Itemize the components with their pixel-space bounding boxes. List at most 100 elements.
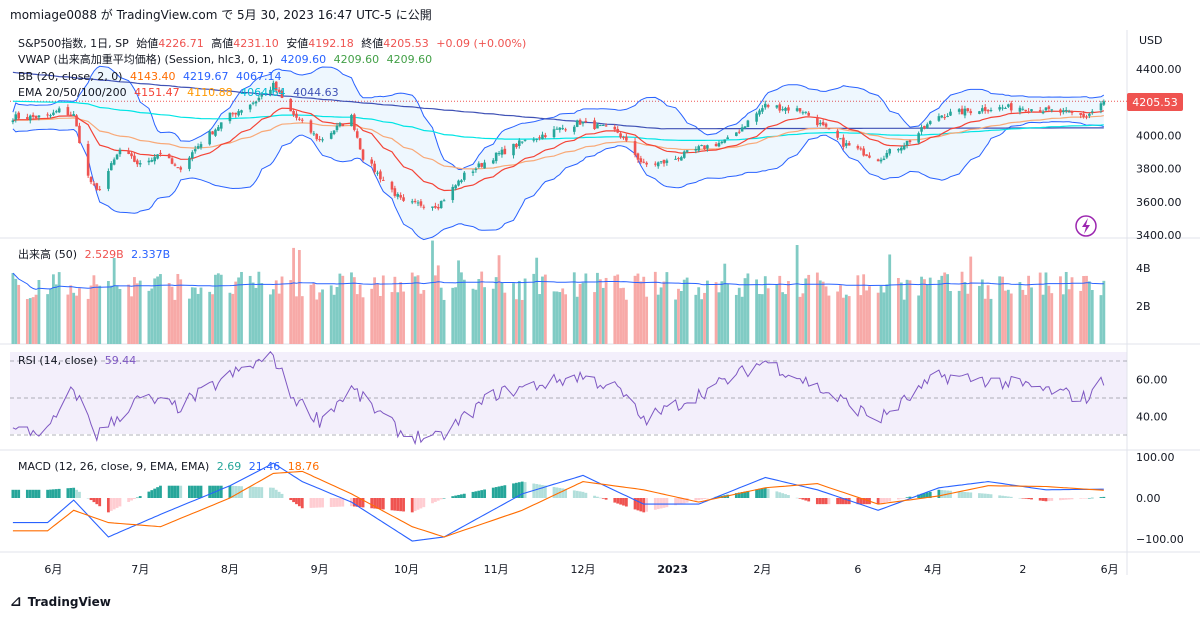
macd-hist-bar: [639, 498, 643, 512]
candle-body: [541, 134, 544, 140]
candle: [86, 140, 90, 179]
candle: [966, 107, 970, 113]
macd-hist-bar: [494, 487, 498, 498]
macd-hist-bar: [156, 487, 159, 498]
candle-body: [1038, 110, 1042, 113]
macd-hist-bar: [677, 498, 680, 505]
candle: [523, 139, 527, 142]
volume-bar: [211, 294, 214, 344]
candle-body: [989, 109, 993, 111]
volume-bar: [135, 283, 139, 344]
macd-hist-bar: [37, 489, 41, 498]
volume-bar: [329, 285, 333, 344]
candle: [847, 140, 851, 146]
candle-body: [575, 120, 579, 127]
macd-hist-bar: [1090, 497, 1094, 499]
volume-bar: [940, 275, 944, 344]
candle: [899, 145, 903, 154]
candle: [685, 150, 689, 154]
bb-band-area: [12, 66, 1104, 240]
volume-bar: [193, 287, 197, 344]
candle-body: [899, 147, 903, 151]
volume-bar: [231, 293, 235, 344]
volume-bar: [801, 293, 805, 344]
volume-bar: [1041, 294, 1045, 344]
tradingview-logo[interactable]: ⊿ TradingView: [10, 594, 111, 610]
volume-bar: [260, 283, 264, 344]
candle-body: [572, 126, 576, 132]
macd-hist-bar: [92, 498, 96, 503]
macd-hist-bar: [416, 498, 420, 510]
candle: [373, 160, 376, 175]
candle-body: [966, 108, 970, 111]
candle-body: [1018, 107, 1022, 112]
candle-body: [196, 146, 200, 149]
lightning-icon[interactable]: [1075, 215, 1097, 237]
macd-hist-bar: [321, 498, 324, 508]
candle-body: [237, 111, 240, 116]
candle-body: [494, 152, 498, 162]
candle-body: [737, 131, 741, 133]
candle-body: [451, 186, 455, 201]
candle-body: [766, 104, 770, 107]
macd-hist-bar: [315, 498, 319, 508]
candle: [520, 141, 524, 145]
candle: [497, 151, 501, 156]
macd-hist-bar: [781, 493, 785, 498]
macd-hist-bar: [190, 485, 194, 498]
candle-body: [656, 162, 660, 167]
volume-bar: [150, 288, 154, 344]
macd-hist-bar: [561, 488, 565, 498]
macd-hist-bar: [1009, 496, 1013, 498]
candle-body: [341, 124, 345, 127]
candle: [170, 156, 174, 165]
macd-hist-bar: [879, 498, 883, 504]
volume-bar: [11, 273, 15, 344]
candle-body: [905, 140, 909, 146]
candle: [1024, 109, 1028, 112]
macd-hist-bar: [746, 490, 750, 498]
candle-body: [500, 149, 504, 155]
candle: [381, 176, 385, 181]
volume-bar: [1090, 290, 1094, 344]
candle-body: [581, 121, 585, 124]
candle: [743, 125, 747, 130]
candle: [674, 155, 677, 160]
candle-body: [599, 125, 602, 127]
volume-bar: [57, 272, 61, 344]
candle: [214, 128, 217, 137]
volume-bar: [436, 265, 440, 344]
volume-bar: [350, 272, 353, 344]
candle: [636, 152, 640, 163]
macd-hist-bar: [370, 498, 374, 509]
legend-bb: BB (20, close, 2, 0) 4143.40 4219.67 406…: [18, 70, 281, 83]
candle-body: [66, 107, 70, 116]
volume-bar: [598, 279, 602, 344]
candle-body: [315, 134, 319, 140]
candle: [272, 80, 275, 92]
candle-body: [112, 159, 116, 165]
volume-bar: [593, 292, 596, 344]
volume-bar: [998, 276, 1002, 344]
candle: [781, 106, 784, 112]
volume-bar: [416, 275, 420, 344]
candle: [315, 133, 319, 142]
macd-hist-bar: [685, 498, 689, 503]
publish-header: momiage0088 が TradingView.com で 5月 30, 2…: [10, 8, 432, 22]
macd-hist-bar: [905, 497, 909, 498]
tradingview-brand: TradingView: [27, 595, 111, 609]
candle-body: [532, 139, 536, 141]
volume-bar: [34, 294, 38, 344]
candle: [512, 143, 515, 159]
candle-body: [491, 160, 495, 164]
candle: [1064, 107, 1068, 114]
volume-bar: [760, 294, 764, 344]
candle-body: [795, 108, 799, 111]
candle-body: [758, 110, 761, 115]
volume-bar: [390, 292, 394, 344]
candle: [622, 135, 625, 140]
volume-bar: [978, 285, 981, 344]
candle: [763, 100, 767, 110]
candle-body: [217, 127, 220, 131]
